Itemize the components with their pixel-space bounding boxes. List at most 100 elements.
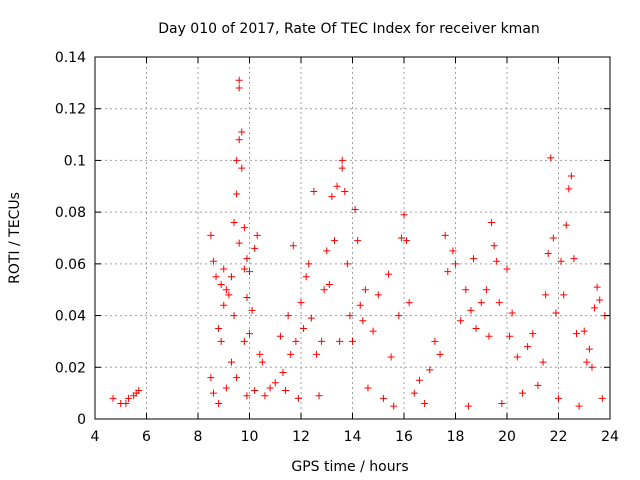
data-point — [287, 350, 295, 358]
data-point — [379, 394, 387, 402]
data-point — [235, 76, 243, 84]
data-point — [338, 156, 346, 164]
data-point — [593, 283, 601, 291]
data-point — [320, 286, 328, 294]
x-axis-label: GPS time / hours — [291, 459, 408, 475]
data-point — [488, 218, 496, 226]
data-point — [544, 250, 552, 258]
data-point — [449, 247, 457, 255]
data-point — [470, 255, 478, 263]
chart-title: Day 010 of 2017, Rate Of TEC Index for r… — [158, 21, 540, 37]
data-point — [238, 164, 246, 172]
data-point — [374, 291, 382, 299]
data-point — [498, 399, 506, 407]
data-point — [323, 247, 331, 255]
data-point — [518, 389, 526, 397]
data-point — [495, 299, 503, 307]
data-point — [289, 242, 297, 250]
data-point — [109, 394, 117, 402]
data-point — [387, 353, 395, 361]
data-point — [276, 332, 284, 340]
y-tick-label: 0.04 — [55, 309, 86, 325]
data-point — [560, 291, 568, 299]
y-axis-label: ROTI / TECUs — [7, 192, 23, 284]
data-point — [336, 337, 344, 345]
data-point — [547, 154, 555, 162]
data-point — [217, 281, 225, 289]
data-point — [441, 231, 449, 239]
data-point — [312, 350, 320, 358]
data-point — [256, 350, 264, 358]
data-point — [341, 187, 349, 195]
y-axis-ticks: 0 0.02 0.04 0.06 0.08 0.1 0.12 0.14 — [55, 50, 610, 428]
data-point — [271, 379, 279, 387]
data-point — [230, 218, 238, 226]
data-point — [490, 242, 498, 250]
data-point — [318, 337, 326, 345]
data-point — [310, 187, 318, 195]
data-point — [227, 358, 235, 366]
data-point — [585, 345, 593, 353]
data-point — [570, 255, 578, 263]
data-point — [467, 306, 475, 314]
data-point — [580, 327, 588, 335]
data-point — [124, 394, 132, 402]
data-point — [349, 337, 356, 345]
data-point — [209, 257, 217, 265]
y-tick-label: 0.14 — [55, 50, 86, 66]
data-point — [565, 185, 573, 193]
data-point — [524, 343, 532, 351]
x-tick-label: 20 — [498, 429, 516, 445]
y-tick-label: 0.02 — [55, 360, 86, 376]
data-point — [343, 260, 351, 268]
data-point — [421, 399, 429, 407]
grid-lines — [95, 57, 610, 419]
data-point — [539, 358, 547, 366]
data-point — [253, 231, 261, 239]
data-point — [354, 237, 362, 245]
data-point — [233, 156, 241, 164]
data-point — [266, 384, 274, 392]
data-point — [222, 286, 230, 294]
data-point — [233, 190, 241, 198]
data-point — [506, 332, 514, 340]
data-point — [575, 402, 583, 410]
data-point — [534, 381, 542, 389]
data-point — [346, 312, 354, 320]
y-tick-label: 0.12 — [55, 102, 86, 118]
data-point — [359, 317, 367, 325]
data-point — [328, 193, 336, 201]
x-tick-label: 18 — [447, 429, 465, 445]
data-point — [248, 306, 256, 314]
data-point — [508, 309, 516, 317]
x-tick-label: 14 — [344, 429, 362, 445]
data-point — [549, 234, 557, 242]
data-point — [246, 330, 253, 338]
data-point — [444, 268, 452, 276]
data-point — [557, 257, 565, 265]
data-point — [284, 312, 292, 320]
data-point — [217, 337, 225, 345]
data-point — [240, 224, 248, 232]
data-point — [513, 353, 521, 361]
y-tick-label: 0 — [77, 412, 86, 428]
x-tick-label: 24 — [601, 429, 619, 445]
data-point — [207, 374, 215, 382]
x-tick-label: 8 — [194, 429, 203, 445]
data-point — [235, 136, 243, 144]
data-point — [462, 286, 470, 294]
data-point — [305, 260, 313, 268]
data-point — [325, 281, 333, 289]
y-tick-label: 0.08 — [55, 205, 86, 221]
data-point — [235, 239, 243, 247]
data-point — [598, 394, 606, 402]
data-point — [292, 337, 300, 345]
data-point — [251, 387, 259, 395]
data-point — [135, 387, 143, 395]
data-point — [596, 296, 604, 304]
data-point — [485, 332, 493, 340]
data-point — [243, 255, 251, 263]
data-point — [472, 325, 480, 332]
data-point — [464, 402, 472, 410]
data-point — [243, 293, 251, 301]
